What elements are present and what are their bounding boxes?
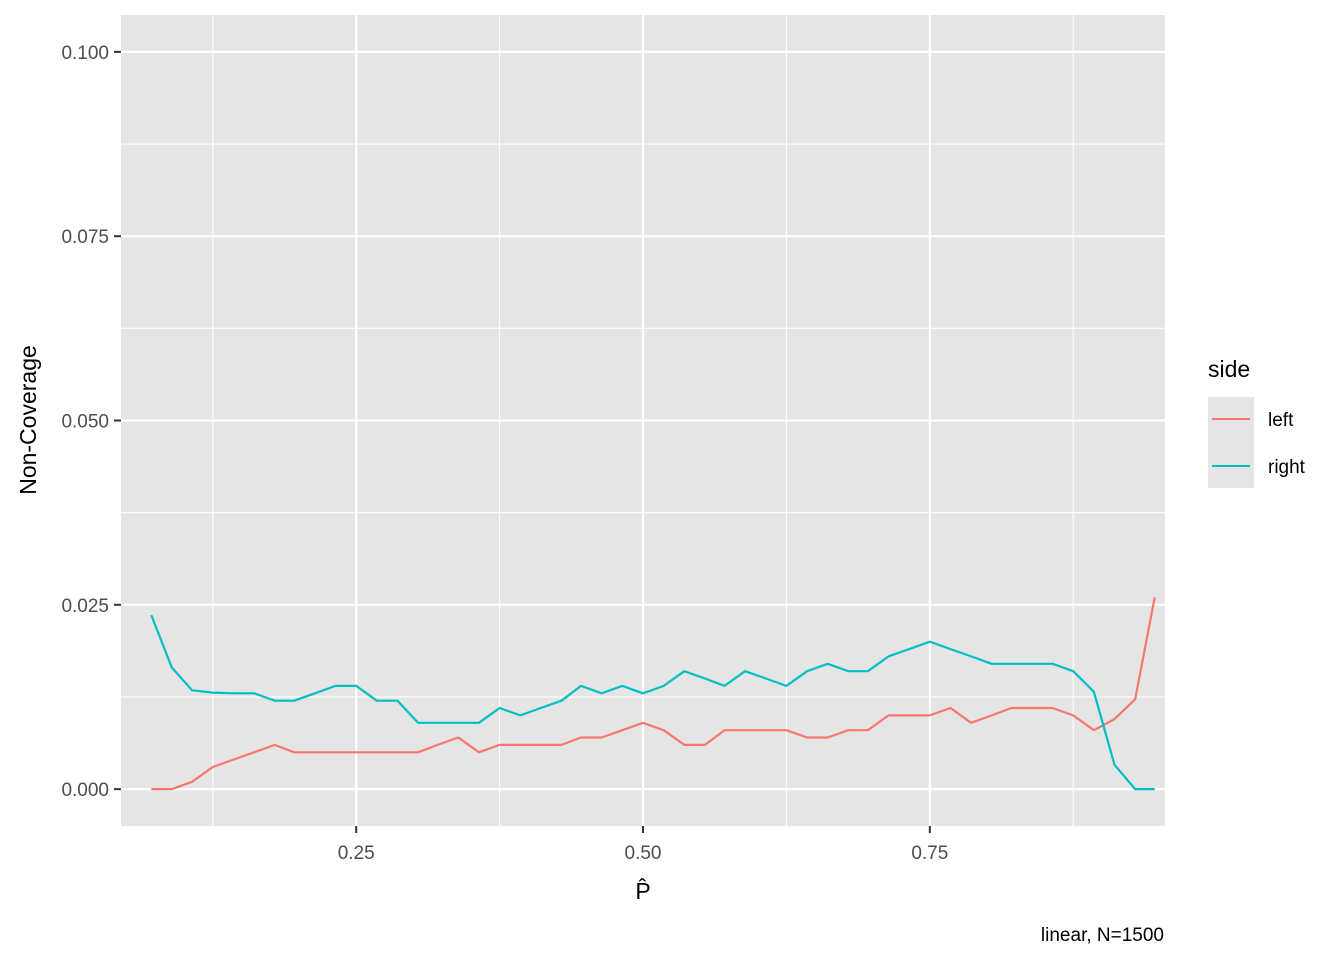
- legend: side left right: [1208, 356, 1306, 488]
- x-tick-label: 0.75: [911, 843, 948, 864]
- chart-caption: linear, N=1500: [1041, 925, 1164, 946]
- legend-label-right: right: [1268, 457, 1306, 478]
- y-axis-title: Non-Coverage: [15, 345, 41, 495]
- series-line-left: [151, 597, 1156, 791]
- legend-key-background: [1208, 397, 1254, 488]
- legend-label-left: left: [1268, 410, 1294, 431]
- x-tick-label: 0.25: [338, 843, 375, 864]
- y-tick-label: 0.100: [61, 43, 109, 64]
- series-lines: [150, 597, 1156, 791]
- x-axis-title: P̂: [635, 877, 650, 904]
- legend-title: side: [1208, 356, 1250, 382]
- major-gridlines: [121, 15, 1165, 826]
- series-line-right: [150, 614, 1155, 791]
- y-tick-label: 0.000: [61, 780, 109, 801]
- axis-ticks: [114, 50, 931, 833]
- y-tick-label: 0.050: [61, 412, 109, 433]
- y-tick-label: 0.025: [61, 596, 109, 617]
- tick-labels: 0.25 0.50 0.75 0.000 0.025 0.050 0.075 0.100: [61, 43, 948, 864]
- x-tick-label: 0.50: [625, 843, 662, 864]
- y-tick-label: 0.075: [61, 227, 109, 248]
